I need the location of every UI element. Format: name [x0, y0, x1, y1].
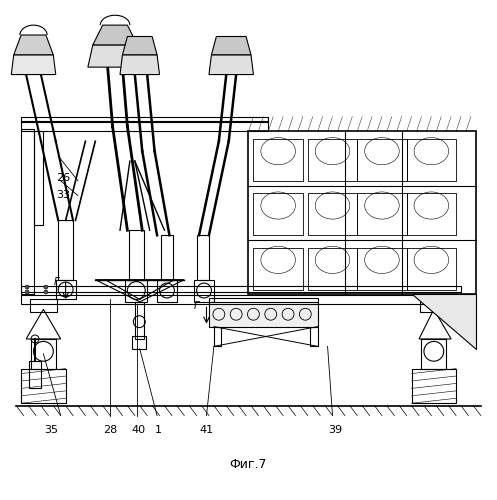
Bar — [412, 368, 456, 403]
Bar — [21, 296, 461, 304]
Text: Г: Г — [53, 276, 59, 286]
Polygon shape — [14, 35, 53, 55]
Bar — [56, 280, 76, 299]
Polygon shape — [11, 55, 56, 74]
Bar — [21, 120, 268, 132]
Text: 40: 40 — [132, 426, 146, 436]
Bar — [357, 248, 407, 290]
Bar — [209, 302, 318, 326]
Bar — [407, 193, 456, 235]
Bar — [357, 193, 407, 235]
Bar — [253, 248, 303, 290]
Polygon shape — [122, 36, 157, 55]
Bar — [421, 339, 446, 368]
Polygon shape — [88, 45, 142, 67]
Circle shape — [25, 290, 29, 294]
Bar — [308, 139, 357, 181]
Text: 39: 39 — [328, 426, 342, 436]
Bar — [125, 280, 147, 302]
Bar — [21, 116, 268, 121]
Bar — [308, 248, 357, 290]
Bar — [310, 326, 318, 346]
Text: 28: 28 — [103, 426, 117, 436]
Bar — [407, 248, 456, 290]
Text: Фиг.7: Фиг.7 — [230, 458, 267, 471]
Bar — [58, 220, 73, 280]
Circle shape — [44, 285, 48, 289]
Bar — [161, 235, 173, 280]
Bar — [132, 336, 146, 349]
Text: 1: 1 — [155, 426, 162, 436]
Bar — [248, 132, 476, 294]
Circle shape — [25, 285, 29, 289]
Bar — [21, 286, 461, 292]
Bar — [21, 368, 66, 403]
Polygon shape — [412, 294, 476, 349]
Bar — [420, 300, 447, 312]
Bar — [31, 339, 56, 368]
Bar — [357, 139, 407, 181]
Text: Г: Г — [194, 302, 199, 312]
Circle shape — [44, 290, 48, 294]
Polygon shape — [211, 36, 251, 55]
Polygon shape — [93, 25, 137, 45]
Bar — [253, 193, 303, 235]
Bar — [129, 230, 144, 280]
Text: 33: 33 — [56, 190, 70, 200]
Polygon shape — [209, 55, 253, 74]
Polygon shape — [120, 55, 160, 74]
Bar — [28, 361, 41, 388]
Text: 35: 35 — [44, 426, 58, 436]
Bar — [209, 298, 318, 304]
Bar — [135, 302, 144, 339]
Bar — [197, 235, 209, 280]
Bar — [253, 139, 303, 181]
Bar — [308, 193, 357, 235]
Bar — [214, 326, 221, 346]
Bar — [194, 280, 214, 302]
Bar — [33, 132, 43, 226]
Bar — [21, 129, 33, 294]
Bar — [30, 300, 57, 312]
Bar — [157, 280, 177, 302]
Text: 26: 26 — [56, 174, 70, 184]
Text: 41: 41 — [199, 426, 214, 436]
Bar — [407, 139, 456, 181]
